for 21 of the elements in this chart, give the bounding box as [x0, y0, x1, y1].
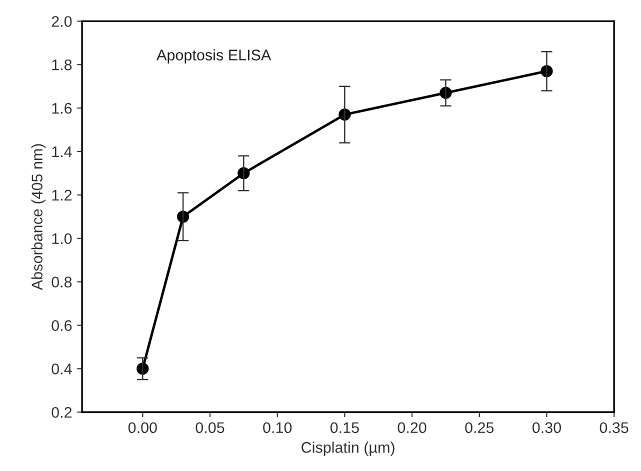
y-tick-label: 0.4 [52, 364, 72, 374]
y-tick-label: 0.8 [52, 276, 72, 288]
x-tick-label: 0.15 [330, 422, 359, 434]
y-tick-label: 0.2 [52, 406, 72, 418]
x-tick-label: 0.25 [465, 422, 494, 434]
annotation: Apoptosis ELISA [156, 49, 272, 64]
x-axis-title: Cisplatin (µm) [302, 442, 394, 456]
x-tick-label: 0.20 [398, 422, 426, 434]
y-tick-label: 1.4 [52, 146, 72, 158]
x-tick-label: 0.10 [263, 422, 292, 434]
x-tick-label: 0.05 [196, 422, 224, 434]
y-tick-label: 0.6 [52, 320, 72, 331]
y-tick-label: 2.0 [52, 16, 72, 27]
x-tick-label: 0.30 [532, 422, 562, 434]
y-tick-label: 1.6 [52, 102, 72, 114]
y-tick-label: 1.8 [52, 60, 72, 70]
x-tick-label: 0.35 [600, 422, 628, 434]
y-tick-label: 1.2 [52, 190, 72, 200]
x-tick-label: 0.00 [128, 422, 157, 434]
y-tick-label: 1.0 [52, 233, 72, 244]
y-axis-title: Absorbance (405 nm) [31, 144, 46, 290]
